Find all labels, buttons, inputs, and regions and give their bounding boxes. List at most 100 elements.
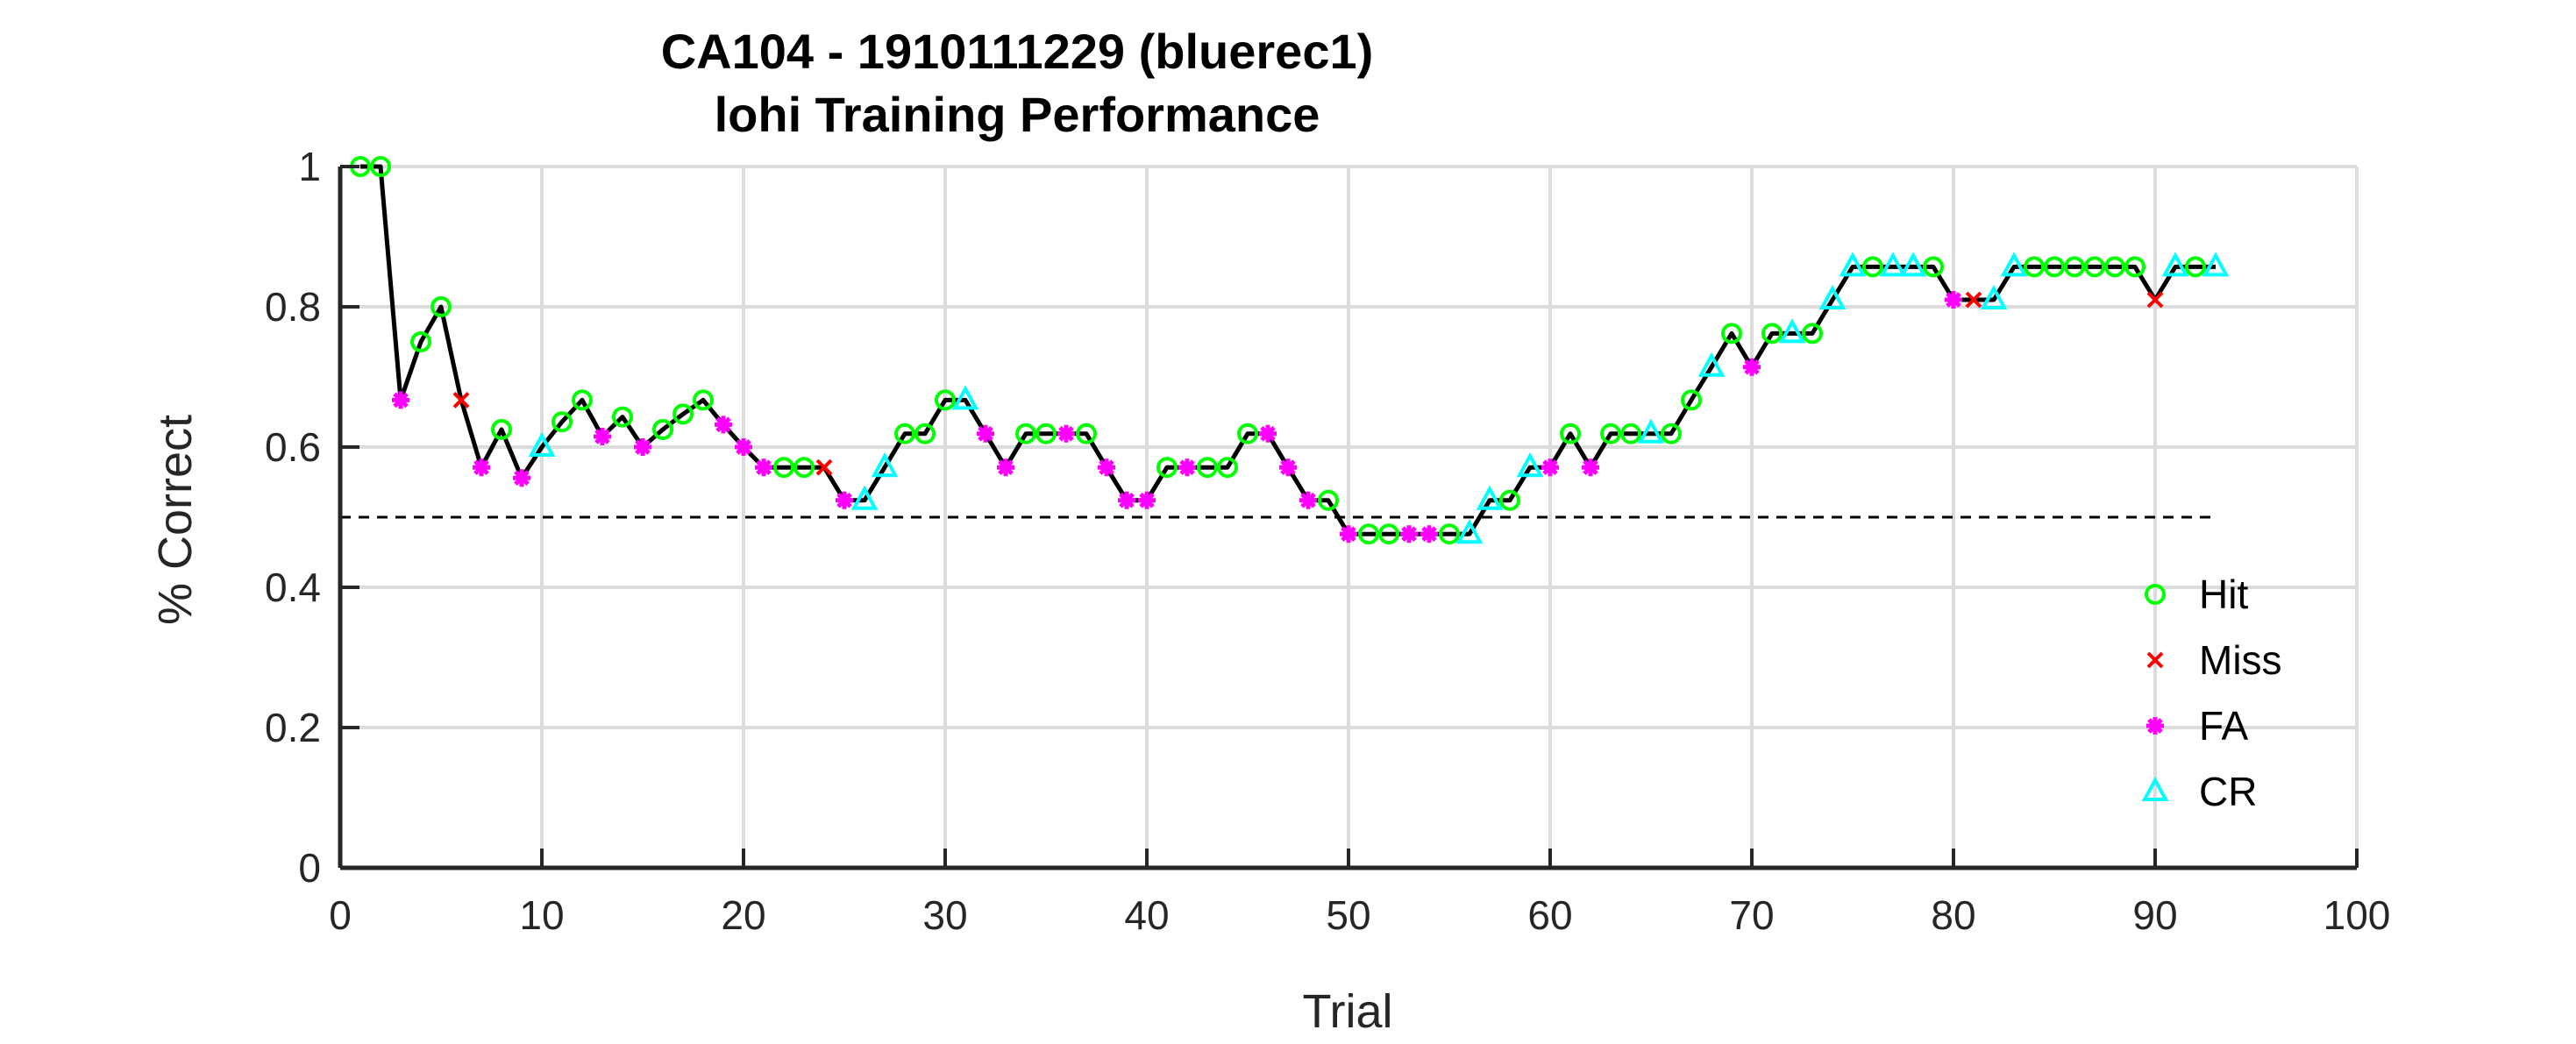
y-tick-label: 0.4: [265, 565, 321, 610]
marker-hit: [410, 331, 431, 352]
legend-item-fa: FA: [2146, 703, 2249, 749]
marker-fa: [977, 424, 994, 443]
marker-cr: [1879, 252, 1907, 277]
marker-fa: [594, 428, 611, 445]
marker-hit: [1620, 423, 1641, 444]
marker-hit: [693, 389, 714, 411]
y-tick-labels: 0 0.2 0.4 0.6 0.8 1: [265, 144, 321, 891]
marker-hit: [1217, 457, 1238, 479]
y-tick-label: 1: [298, 144, 321, 189]
outcome-markers: [350, 156, 2230, 545]
marker-hit: [1802, 323, 1823, 344]
marker-cr: [871, 452, 899, 478]
y-tick-label: 0.6: [265, 424, 321, 470]
x-tick-labels: 0 10 20 30 40 50 60 70 80 90 100: [329, 892, 2390, 938]
marker-miss: [1965, 291, 1982, 309]
marker-fa: [1098, 458, 1115, 477]
marker-fa: [1057, 424, 1075, 443]
marker-hit: [652, 419, 673, 440]
marker-hit: [551, 411, 573, 433]
marker-cr: [1899, 252, 1927, 277]
marker-hit: [1499, 489, 1520, 511]
marker-hit: [370, 156, 391, 177]
marker-cr: [1455, 519, 1484, 544]
marker-hit: [2104, 256, 2125, 278]
marker-fa: [1743, 358, 1761, 376]
marker-cr: [1476, 485, 1504, 510]
marker-fa: [1259, 424, 1277, 443]
marker-hit: [1197, 457, 1218, 479]
marker-hit: [1358, 523, 1379, 545]
axes: [338, 165, 2359, 870]
marker-hit: [793, 457, 815, 479]
marker-fa: [1582, 458, 1599, 477]
legend-item-hit: Hit: [2145, 572, 2248, 617]
x-tick-label: 20: [721, 892, 765, 938]
marker-hit: [1661, 423, 1682, 444]
marker-cr: [1516, 452, 1544, 478]
marker-fa: [1340, 525, 1357, 543]
marker-hit: [672, 403, 694, 425]
marker-fa: [1178, 458, 1196, 477]
marker-miss: [815, 458, 833, 476]
y-tick-label: 0.2: [265, 705, 321, 750]
x-tick-label: 80: [1931, 892, 1975, 938]
marker-hit: [431, 296, 452, 317]
marker-miss: [452, 391, 470, 408]
marker-cr: [1697, 352, 1726, 377]
marker-miss: [2146, 291, 2164, 309]
legend-item-cr: CR: [2141, 769, 2257, 814]
marker-hit: [1761, 323, 1783, 344]
marker-cr: [2202, 252, 2230, 277]
marker-hit: [894, 423, 915, 444]
marker-fa: [755, 458, 772, 477]
marker-cr: [850, 485, 879, 510]
marker-fa: [1279, 458, 1297, 477]
y-tick-label: 0: [298, 845, 321, 891]
x-tick-label: 70: [1729, 892, 1774, 938]
x-tick-label: 40: [1124, 892, 1169, 938]
marker-fa: [473, 458, 490, 477]
marker-hit: [1156, 457, 1178, 479]
marker-hit: [2044, 256, 2065, 278]
marker-hit: [1923, 256, 1944, 278]
legend-label: FA: [2199, 703, 2249, 749]
marker-fa: [1420, 525, 1438, 543]
marker-fa: [1138, 491, 1156, 509]
chart-subtitle: lohi Training Performance: [715, 87, 1320, 142]
legend-item-miss: Miss: [2146, 637, 2282, 683]
x-tick-label: 10: [519, 892, 564, 938]
marker-hit: [1076, 423, 1097, 444]
marker-fa: [634, 438, 651, 456]
marker-fa: [1945, 291, 1962, 309]
marker-fa: [392, 391, 409, 409]
marker-hit: [1035, 423, 1057, 444]
marker-fa: [1118, 491, 1135, 509]
legend-label: Hit: [2199, 572, 2248, 617]
marker-hit: [1862, 256, 1883, 278]
marker-hit: [2185, 256, 2206, 278]
x-tick-label: 50: [1326, 892, 1370, 938]
marker-hit: [1681, 389, 1702, 411]
marker-hit: [2064, 256, 2085, 278]
x-axis-label: Trial: [1303, 985, 1393, 1038]
x-tick-label: 60: [1527, 892, 1572, 938]
performance-line: [360, 164, 2216, 536]
marker-fa: [997, 458, 1014, 477]
marker-hit: [1378, 523, 1399, 545]
marker-hit: [1721, 323, 1742, 344]
marker-hit: [1439, 523, 1460, 545]
legend: Hit Miss FA CR: [2141, 572, 2282, 814]
marker-hit: [2024, 256, 2045, 278]
x-tick-label: 0: [329, 892, 352, 938]
legend-marker-hit: [2145, 584, 2166, 605]
marker-fa: [735, 438, 752, 456]
marker-cr: [1839, 252, 1867, 277]
marker-hit: [1600, 423, 1621, 444]
marker-hit: [491, 419, 512, 440]
marker-cr: [1818, 284, 1847, 309]
marker-fa: [715, 415, 732, 434]
marker-cr: [2161, 252, 2189, 277]
marker-hit: [2124, 256, 2145, 278]
